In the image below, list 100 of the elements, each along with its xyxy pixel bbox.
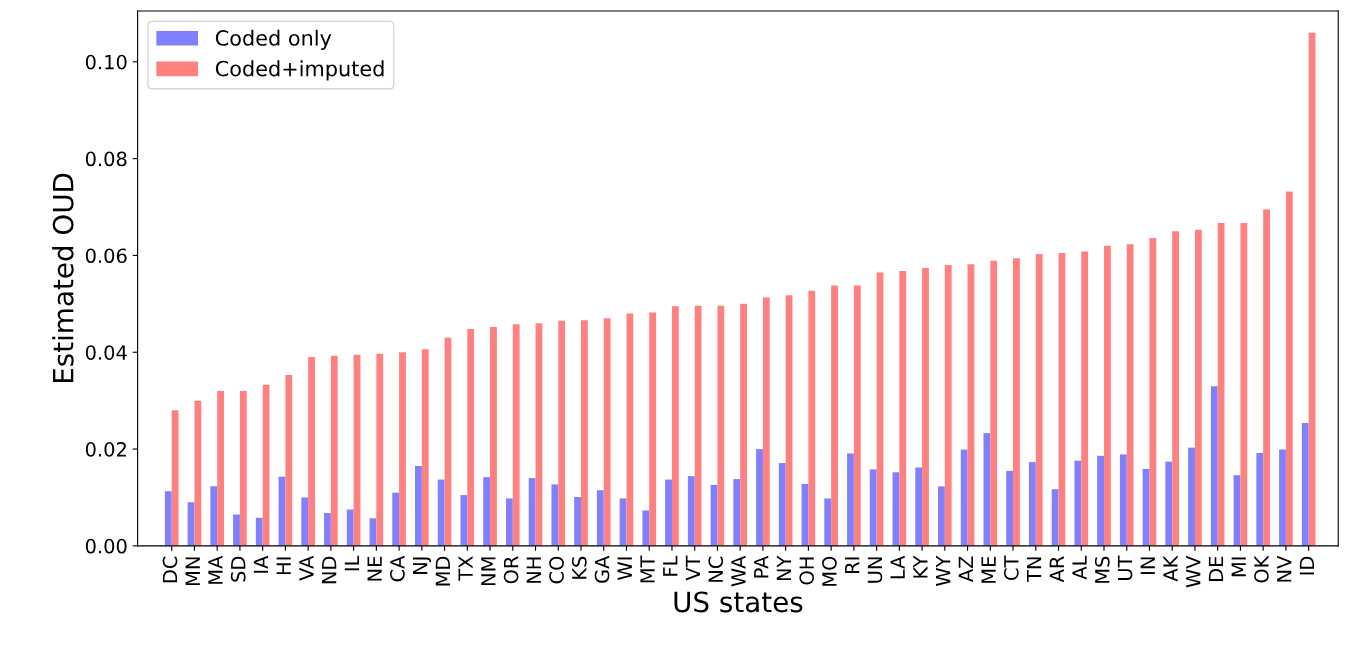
- x-tick-label: LA: [890, 555, 905, 579]
- bar: [308, 357, 315, 546]
- bar: [1074, 460, 1082, 546]
- bar: [671, 306, 679, 546]
- x-tick-label: AR: [1049, 556, 1064, 583]
- bar: [603, 318, 611, 546]
- x-tick-label: IA: [253, 555, 269, 573]
- bar: [1013, 258, 1020, 546]
- x-tick-label: KY: [913, 555, 928, 578]
- bar: [1240, 223, 1248, 546]
- x-tick-label: NJ: [413, 557, 432, 574]
- bar: [330, 355, 338, 546]
- y-tick-label: 0.02: [85, 442, 126, 457]
- bar: [983, 433, 991, 546]
- x-tick-label: RI: [845, 557, 860, 573]
- x-tick-label: MT: [640, 555, 655, 583]
- bar: [808, 290, 816, 546]
- x-tick-label: CA: [390, 555, 405, 582]
- x-tick-label: MA: [208, 555, 223, 584]
- bar: [626, 313, 634, 546]
- bar: [1035, 253, 1043, 546]
- x-tick-label: MS: [1094, 556, 1110, 583]
- bar: [824, 498, 832, 546]
- y-tick-label: 0.00: [85, 538, 127, 554]
- bar: [596, 490, 604, 546]
- bar: [376, 353, 384, 546]
- bar: [233, 514, 240, 546]
- bar: [1285, 191, 1293, 546]
- bar: [762, 297, 770, 546]
- bar: [490, 327, 497, 546]
- bar: [1217, 223, 1225, 546]
- bar: [467, 329, 475, 546]
- x-tick-label: AK: [1163, 555, 1178, 582]
- bar: [960, 449, 968, 546]
- bar: [1194, 229, 1202, 546]
- bar: [392, 492, 400, 546]
- x-tick-label: MN: [185, 557, 200, 586]
- bar: [1256, 452, 1264, 546]
- bar: [164, 491, 172, 546]
- bar: [1028, 462, 1036, 546]
- bar: [899, 270, 907, 546]
- x-tick-label: KS: [571, 556, 587, 579]
- bar: [853, 285, 861, 546]
- x-tick-label: GA: [594, 555, 610, 583]
- x-tick-label: NY: [776, 555, 792, 581]
- x-tick-label: ME: [981, 556, 996, 583]
- bar: [528, 478, 536, 546]
- legend-label: Coded+imputed: [215, 60, 384, 81]
- bar: [990, 260, 998, 546]
- y-tick-label: 0.04: [85, 345, 127, 360]
- x-tick-label: NC: [708, 556, 724, 582]
- x-tick-label: OR: [503, 556, 519, 584]
- bar: [665, 479, 672, 546]
- bar: [255, 517, 263, 546]
- x-tick-label: TN: [1026, 557, 1042, 583]
- bar: [437, 479, 445, 546]
- x-tick-label: WI: [617, 557, 632, 580]
- bar: [415, 466, 422, 546]
- bar: [1279, 449, 1286, 546]
- x-tick-label: NE: [367, 556, 382, 581]
- bar: [1051, 489, 1059, 546]
- x-tick-label: WY: [936, 555, 951, 587]
- bar: [1263, 209, 1270, 546]
- bar: [1119, 454, 1127, 546]
- x-tick-label: UN: [867, 557, 883, 583]
- bar: [285, 375, 293, 546]
- bar: [831, 285, 838, 546]
- x-tick-label: OH: [799, 557, 815, 585]
- bar: [301, 497, 309, 546]
- bar: [551, 484, 559, 546]
- x-tick-label: VA: [299, 555, 314, 581]
- x-tick-label: MI: [1231, 557, 1246, 577]
- x-tick-label: ND: [322, 556, 337, 584]
- bar: [733, 479, 741, 546]
- x-tick-label: TX: [458, 556, 473, 581]
- bar: [1210, 386, 1218, 546]
- bar: [171, 410, 179, 546]
- x-tick-label: CO: [549, 556, 564, 584]
- bar: [922, 268, 929, 546]
- bar: [581, 320, 588, 546]
- bar: [778, 463, 786, 546]
- bar: [1165, 461, 1173, 546]
- bar: [460, 495, 468, 546]
- x-tick-label: CT: [1003, 555, 1019, 580]
- legend-label: Coded only: [215, 29, 332, 50]
- x-tick-label: OK: [1254, 555, 1269, 583]
- x-tick-label: AZ: [958, 556, 973, 583]
- bar: [740, 303, 747, 546]
- bar: [938, 486, 945, 546]
- x-tick-label: WA: [731, 555, 746, 587]
- x-tick-label: DC: [162, 556, 178, 583]
- bar: [483, 477, 491, 546]
- bar: [847, 453, 854, 546]
- y-axis-title: Estimated OUD: [52, 173, 74, 383]
- x-tick-label: IN: [1140, 557, 1155, 574]
- bar: [421, 349, 429, 546]
- bar: [194, 400, 202, 546]
- x-tick-label: NV: [1277, 555, 1292, 582]
- x-tick-label: DE: [1208, 556, 1224, 581]
- bar: [915, 467, 923, 546]
